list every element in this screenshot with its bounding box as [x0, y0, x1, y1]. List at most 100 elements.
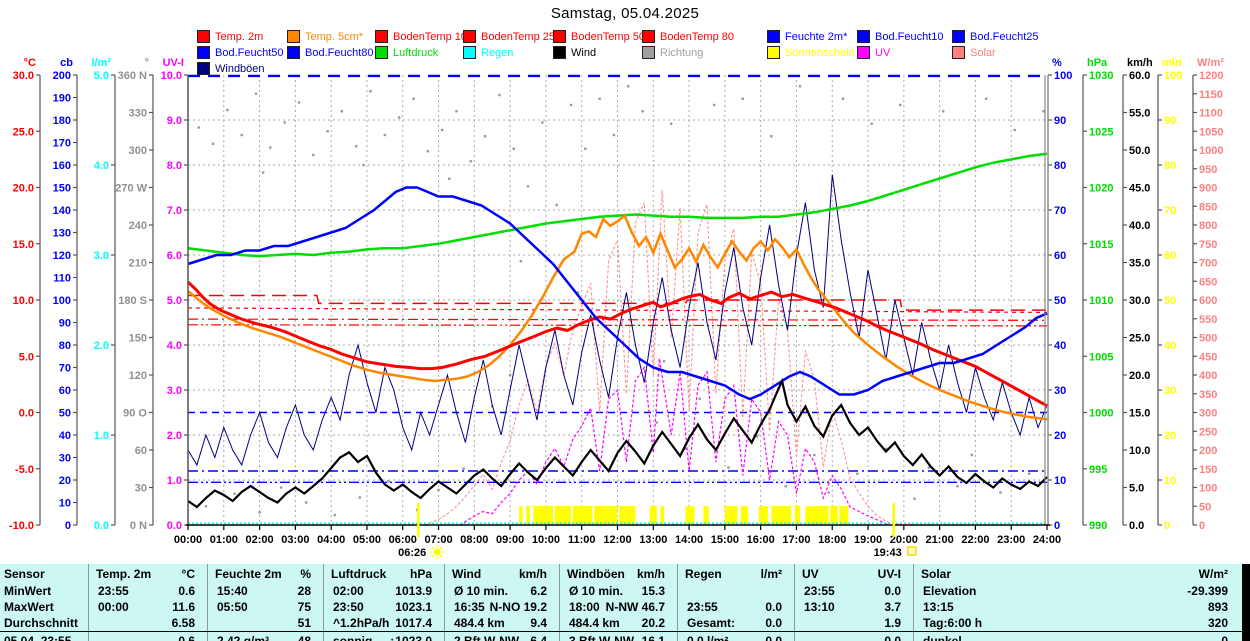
axis-tick-label: 1030 — [1089, 70, 1113, 82]
axis-unit-min: min — [1162, 57, 1182, 69]
axis-tick-label: 0.0 — [19, 408, 34, 420]
axis-tick-label: -10.0 — [9, 520, 34, 532]
table-cell-left: 3 Bft W-NW — [569, 634, 635, 641]
direction-dot — [970, 453, 974, 457]
direction-dot — [455, 110, 458, 113]
table-cell-value: 20.2 — [641, 616, 665, 630]
axis-tick-label: 1.0 — [167, 475, 182, 487]
axis-tick-label: 50 — [59, 408, 71, 420]
direction-dot — [462, 467, 465, 470]
axis-tick-label: 400 — [1199, 370, 1217, 382]
axis-tick-label: 200 — [53, 70, 71, 82]
legend-label: Regen — [481, 46, 514, 59]
axis-tick-label: 0 — [1164, 520, 1170, 532]
legend-item: Regen — [463, 46, 513, 59]
table-cell-value: 48 — [297, 634, 311, 641]
legend-label: Windböen — [215, 62, 265, 75]
legend-swatch-icon — [463, 30, 476, 43]
direction-dot — [576, 291, 580, 294]
table-column-unit: W/m² — [1198, 567, 1228, 581]
series-Wind — [187, 377, 1048, 509]
table-cell-left: Gesamt: — [687, 616, 736, 630]
table-cell-value: 3.7 — [884, 600, 901, 614]
table-row-label: Sensor — [4, 567, 45, 581]
table-cell-left: Tag:6:00 h — [923, 616, 983, 630]
direction-dot — [612, 133, 616, 137]
axis-tick-label: 330 — [129, 108, 147, 120]
axis-tick-label: 1020 — [1089, 183, 1113, 195]
legend-label: Bod.Feucht10 — [875, 30, 944, 43]
axis-tick-label: 300 — [129, 145, 147, 157]
axis-unit-pct: % — [1052, 57, 1062, 69]
table-cell-left: 23:55 — [687, 600, 718, 614]
table-row-label: Durchschnitt — [4, 616, 79, 630]
sunshine-bar — [703, 506, 709, 524]
axis-unit-wm2: W/m² — [1197, 57, 1224, 69]
direction-dot — [841, 97, 845, 100]
legend-label: Luftdruck — [393, 46, 439, 59]
legend-label: BodenTemp 80 — [660, 30, 734, 43]
axis-unit-hpa: hPa — [1087, 57, 1108, 69]
table-cell-left: 23:50 — [333, 600, 364, 614]
sunshine-bar — [519, 506, 523, 524]
direction-dot — [913, 497, 916, 500]
legend-label: Feuchte 2m* — [785, 30, 848, 43]
direction-dot — [727, 466, 730, 469]
direction-dot — [261, 171, 265, 174]
axis-tick-label: 80 — [1164, 160, 1176, 172]
direction-dot — [526, 185, 530, 188]
axis-tick-label: 40 — [1164, 340, 1176, 352]
axis-tick-label: 200 — [1199, 445, 1217, 457]
table-cell-value: 0.6 — [178, 584, 195, 598]
table-cell-left: 02:00 — [333, 584, 364, 598]
table-cell-left: Elevation — [923, 584, 977, 598]
axis-tick-label: 20.0 — [13, 183, 34, 195]
legend-label: Bod.Feucht80 — [305, 46, 374, 59]
table-cell-left: 23:55 — [98, 584, 129, 598]
table-cell-left: 00:00 — [98, 600, 129, 614]
direction-dot — [984, 97, 988, 100]
sunshine-bar — [594, 506, 618, 524]
chart-svg: °C30.025.020.015.010.05.00.0-5.0-10.0cb2… — [9, 57, 1224, 559]
series-BodenTemp 50 — [187, 318, 1048, 321]
chart-title: Samstag, 05.04.2025 — [550, 5, 700, 22]
direction-dot — [770, 135, 773, 138]
axis-tick-label: 1000 — [1089, 408, 1113, 420]
direction-dot — [712, 103, 716, 107]
axis-tick-label: 500 — [1199, 333, 1217, 345]
x-tick-label: 07:00 — [424, 534, 452, 546]
direction-dot — [383, 133, 387, 137]
direction-dot — [197, 126, 200, 129]
axis-tick-label: 180 S — [118, 295, 147, 307]
direction-dot — [827, 491, 830, 494]
direction-dot — [204, 505, 208, 508]
axis-tick-label: 9.0 — [167, 115, 182, 127]
direction-dot — [358, 496, 361, 499]
table-column-unit: UV-I — [877, 567, 901, 581]
sunrise-sun-icon — [430, 545, 445, 559]
direction-dot — [598, 97, 601, 100]
x-tick-label: 10:00 — [532, 534, 560, 546]
table-column-separator — [88, 564, 89, 641]
axis-tick-label: 750 — [1199, 239, 1217, 251]
legend-swatch-icon — [375, 30, 388, 43]
series-BodenTemp 25 — [187, 307, 1048, 313]
sunset-square-icon — [906, 546, 917, 556]
legend-label: Temp. 5cm* — [305, 30, 364, 43]
axis-tick-label: 50.0 — [1129, 145, 1150, 157]
direction-dot — [942, 110, 945, 113]
axis-tick-label: 10 — [1164, 475, 1176, 487]
legend-swatch-icon — [642, 46, 655, 59]
axis-tick-label: 1000 — [1199, 145, 1223, 157]
legend-item: Solar — [952, 46, 996, 59]
axis-tick-label: 10 — [59, 498, 71, 510]
axis-tick-label: 90 — [1164, 115, 1176, 127]
axis-tick-label: 80 — [59, 340, 71, 352]
direction-dot — [1013, 128, 1016, 132]
axis-tick-label: 1100 — [1199, 108, 1223, 120]
axis-tick-label: 150 — [129, 333, 147, 345]
series-BodenTemp 10 — [188, 294, 1047, 311]
direction-dot — [397, 116, 401, 119]
direction-dot — [297, 101, 301, 104]
series-BodenTemp 80 — [187, 324, 1048, 327]
